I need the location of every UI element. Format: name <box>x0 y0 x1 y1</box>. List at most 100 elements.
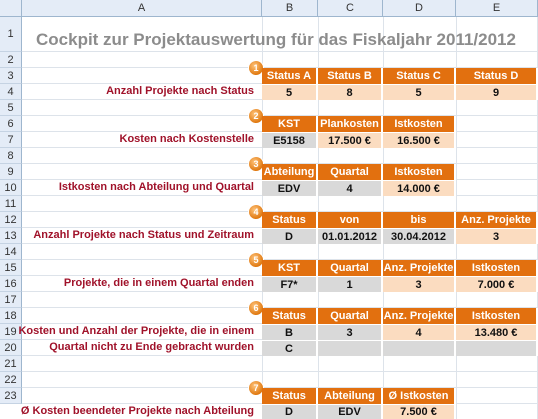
column-header-a[interactable]: A <box>22 0 262 17</box>
header-cell: Istkosten <box>456 308 538 324</box>
row-header-3[interactable]: 3 <box>0 68 22 84</box>
header-cell: Status <box>262 212 318 228</box>
row-header-17[interactable]: 17 <box>0 292 22 308</box>
header-cell: Istkosten <box>456 260 538 276</box>
row-label: Kosten und Anzahl der Projekte, die in e… <box>18 325 254 337</box>
row-header-4[interactable]: 4 <box>0 84 22 100</box>
row-header-16[interactable]: 16 <box>0 276 22 292</box>
input-cell[interactable]: EDV <box>318 404 383 419</box>
value-cell[interactable]: 4 <box>383 324 456 340</box>
label-wrap: Istkosten nach Abteilung und Quartal <box>22 180 254 196</box>
value-cell[interactable] <box>456 340 538 356</box>
gridline <box>22 259 538 260</box>
header-cell: Abteilung <box>318 388 383 404</box>
header-cell: KST <box>262 116 318 132</box>
section-badge-4: 4 <box>249 205 263 219</box>
value-cell[interactable]: 7.500 € <box>383 404 456 419</box>
header-cell: Quartal <box>318 164 383 180</box>
input-cell[interactable] <box>318 340 383 356</box>
label-wrap: Kosten nach Kostenstelle <box>22 132 254 148</box>
header-cell: Status B <box>318 68 383 84</box>
section-badge-3: 3 <box>249 157 263 171</box>
row-header-1[interactable]: 1 <box>0 17 22 52</box>
row-label: Anzahl Projekte nach Status und Zeitraum <box>33 229 254 241</box>
value-cell[interactable] <box>383 340 456 356</box>
section-badge-6: 6 <box>249 301 263 315</box>
input-cell[interactable]: B <box>262 324 318 340</box>
input-cell[interactable]: D <box>262 404 318 419</box>
row-header-14[interactable]: 14 <box>0 244 22 260</box>
row-label: Anzahl Projekte nach Status <box>106 85 254 97</box>
row-header-9[interactable]: 9 <box>0 164 22 180</box>
label-wrap: Anzahl Projekte nach Status <box>22 84 254 100</box>
input-cell[interactable]: 01.01.2012 <box>318 228 383 244</box>
value-cell[interactable]: 7.000 € <box>456 276 538 292</box>
input-cell[interactable]: EDV <box>262 180 318 196</box>
input-cell[interactable]: C <box>262 340 318 356</box>
row-header-22[interactable]: 22 <box>0 372 22 388</box>
value-cell[interactable]: 17.500 € <box>318 132 383 148</box>
header-cell: Status <box>262 388 318 404</box>
header-cell: Istkosten <box>383 164 456 180</box>
value-cell[interactable]: 16.500 € <box>383 132 456 148</box>
input-cell[interactable]: 1 <box>318 276 383 292</box>
value-cell[interactable]: 14.000 € <box>383 180 456 196</box>
value-cell[interactable]: 3 <box>456 228 538 244</box>
value-cell[interactable]: 13.480 € <box>456 324 538 340</box>
row-label: Kosten nach Kostenstelle <box>119 133 254 145</box>
row-header-19[interactable]: 19 <box>0 324 22 340</box>
header-cell: Ø Istkosten <box>383 388 456 404</box>
header-cell: Quartal <box>318 308 383 324</box>
row-header-10[interactable]: 10 <box>0 180 22 196</box>
section-badge-2: 2 <box>249 109 263 123</box>
input-cell[interactable]: E5158 <box>262 132 318 148</box>
header-cell: Istkosten <box>383 116 456 132</box>
header-cell: KST <box>262 260 318 276</box>
value-cell[interactable]: 8 <box>318 84 383 100</box>
row-header-8[interactable]: 8 <box>0 148 22 164</box>
row-header-2[interactable]: 2 <box>0 52 22 68</box>
header-cell: Status C <box>383 68 456 84</box>
page-title: Cockpit zur Projektauswertung für das Fi… <box>36 30 516 49</box>
column-header-d[interactable]: D <box>383 0 456 17</box>
input-cell[interactable]: F7* <box>262 276 318 292</box>
header-cell: Plankosten <box>318 116 383 132</box>
column-header-e[interactable]: E <box>456 0 538 17</box>
value-cell[interactable]: 5 <box>262 84 318 100</box>
row-header-23[interactable]: 23 <box>0 388 22 404</box>
row-header-12[interactable]: 12 <box>0 212 22 228</box>
row-header-5[interactable]: 5 <box>0 100 22 116</box>
label-wrap: Anzahl Projekte nach Status und Zeitraum <box>22 228 254 244</box>
row-header-20[interactable]: 20 <box>0 340 22 356</box>
row-label: Ø Kosten beendeter Projekte nach Abteilu… <box>20 405 254 417</box>
value-cell[interactable]: 3 <box>383 276 456 292</box>
section-badge-7: 7 <box>249 381 263 395</box>
select-all-corner[interactable] <box>0 0 22 17</box>
row-header-21[interactable]: 21 <box>0 356 22 372</box>
input-cell[interactable]: 3 <box>318 324 383 340</box>
input-cell[interactable]: 4 <box>318 180 383 196</box>
row-header-15[interactable]: 15 <box>0 260 22 276</box>
gridline <box>22 163 538 164</box>
header-cell: Anz. Projekte <box>383 308 456 324</box>
value-cell[interactable]: 5 <box>383 84 456 100</box>
header-cell: Abteilung <box>262 164 318 180</box>
input-cell[interactable]: D <box>262 228 318 244</box>
label-wrap: Ø Kosten beendeter Projekte nach Abteilu… <box>20 404 254 419</box>
gridline <box>22 67 538 68</box>
header-cell: bis <box>383 212 456 228</box>
header-cell: von <box>318 212 383 228</box>
column-header-b[interactable]: B <box>262 0 318 17</box>
column-header-c[interactable]: C <box>318 0 383 17</box>
header-cell: Status <box>262 308 318 324</box>
row-header-18[interactable]: 18 <box>0 308 22 324</box>
row-header-6[interactable]: 6 <box>0 116 22 132</box>
gridline <box>22 51 538 52</box>
value-cell[interactable]: 9 <box>456 84 538 100</box>
input-cell[interactable]: 30.04.2012 <box>383 228 456 244</box>
row-header-11[interactable]: 11 <box>0 196 22 212</box>
row-header-13[interactable]: 13 <box>0 228 22 244</box>
row-header-7[interactable]: 7 <box>0 132 22 148</box>
header-cell: Anz. Projekte <box>456 212 538 228</box>
section-badge-5: 5 <box>249 253 263 267</box>
